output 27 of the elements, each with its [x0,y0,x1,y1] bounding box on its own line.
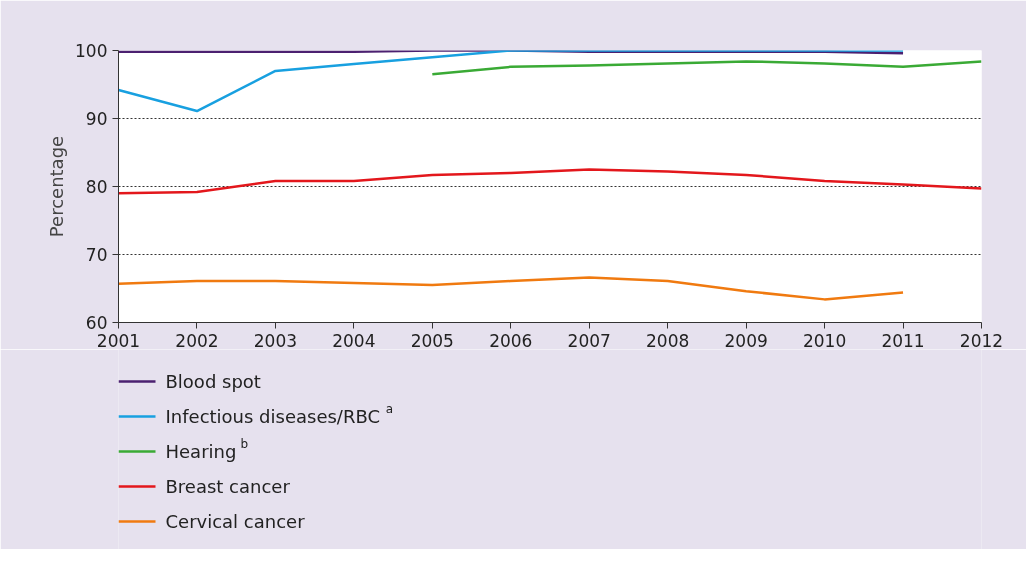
x-tick-label: 2012 [959,330,1004,351]
y-tick-label: 70 [85,245,108,265]
x-tick-label: 2010 [802,330,847,351]
line-series [431,60,982,76]
line-series [118,50,905,113]
x-tick-label: 2006 [489,330,533,351]
x-tick-label: 2005 [410,330,454,351]
y-tick-label: 100 [75,41,108,61]
x-tick-label: 2002 [175,330,219,351]
x-tick-label: 2011 [881,330,925,351]
x-tick-label: 2001 [96,330,141,351]
line-series [118,276,905,301]
y-tick-label: 60 [85,313,108,333]
line-series [118,168,982,195]
x-tick-label: 2004 [332,330,376,351]
x-tick-label: 2007 [567,330,611,351]
y-tick-label: 90 [85,109,108,129]
legend-label: Infectious diseases/RBC a [165,401,394,427]
y-axis-title: Percentage [46,135,68,238]
x-tick-label: 2009 [724,330,768,351]
y-tick-label: 80 [85,177,108,197]
x-tick-label: 2003 [253,330,298,351]
legend-label: Hearing b [165,436,249,462]
legend-label: Blood spot [165,371,261,392]
x-tick-label: 2008 [646,330,690,351]
legend-label: Cervical cancer [165,511,306,532]
legend-label: Breast cancer [165,476,291,497]
